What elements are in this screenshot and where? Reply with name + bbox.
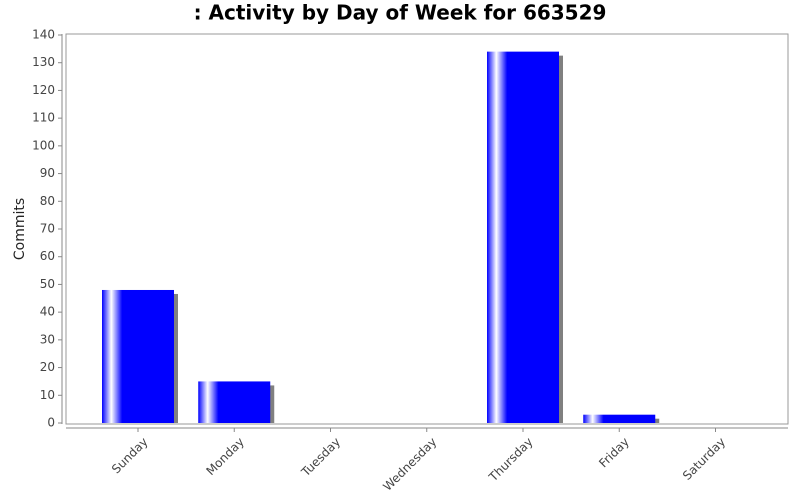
y-tick-label: 50: [40, 277, 55, 291]
bar: [198, 381, 271, 423]
y-tick-label: 80: [40, 194, 55, 208]
x-tick-label: Friday: [596, 435, 632, 471]
y-axis-title: Commits: [12, 198, 28, 260]
y-tick-label: 100: [32, 138, 55, 152]
chart-title: : Activity by Day of Week for 663529: [194, 1, 607, 25]
y-tick-label: 120: [32, 83, 55, 97]
x-tick-label: Monday: [203, 435, 246, 478]
bar: [487, 51, 559, 423]
y-tick-label: 90: [40, 166, 55, 180]
plot-area: [65, 33, 789, 425]
y-tick-label: 60: [40, 249, 55, 263]
y-tick-label: 40: [40, 305, 55, 319]
bar: [583, 414, 656, 423]
y-tick-label: 70: [40, 222, 55, 236]
x-tick-label: Tuesday: [298, 435, 343, 480]
y-tick-label: 30: [40, 332, 55, 346]
y-tick-label: 0: [47, 416, 55, 430]
x-tick-label: Thursday: [486, 435, 536, 485]
y-tick-label: 110: [32, 111, 55, 125]
x-tick-label: Saturday: [680, 435, 728, 483]
y-tick-label: 20: [40, 360, 55, 374]
y-tick-label: 140: [32, 28, 55, 42]
x-tick-label: Wednesday: [380, 435, 439, 494]
y-tick-label: 130: [32, 55, 55, 69]
y-tick-label: 10: [40, 388, 55, 402]
bar: [102, 289, 174, 423]
x-tick-label: Sunday: [109, 435, 151, 477]
